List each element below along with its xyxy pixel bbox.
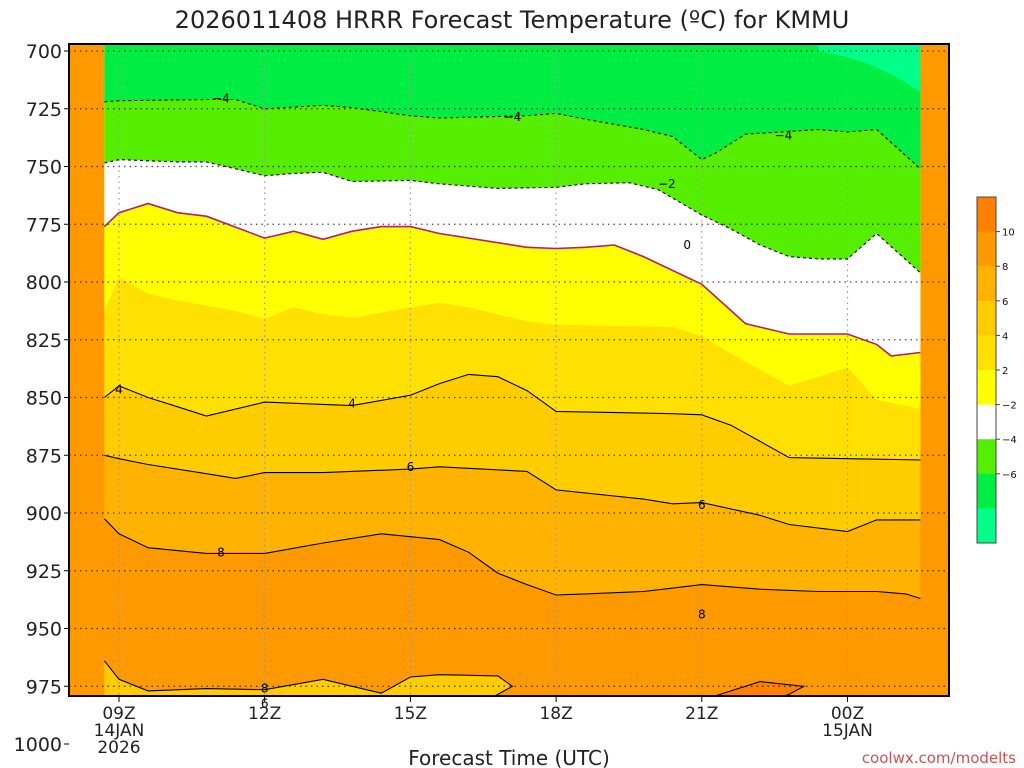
x-tick-label: 15JAN: [822, 721, 873, 741]
isotherm-4-4: [104, 373, 921, 461]
contour-label: 4: [115, 382, 123, 396]
colorbar-label: −2: [1002, 401, 1017, 412]
band-minus6: [818, 44, 921, 93]
isotherm-0-2: [103, 202, 921, 357]
grid-lines: [69, 44, 949, 696]
isotherm-6-5: [104, 454, 921, 533]
colorbar-label: −4: [1002, 435, 1017, 446]
x-tick-label: 12Z: [248, 704, 281, 724]
credit-link[interactable]: coolwx.com/modelts: [862, 749, 1016, 767]
contour-label: −2: [658, 177, 676, 191]
x-tick-label: 00Z: [831, 704, 864, 724]
isotherms: [103, 98, 921, 696]
y-tick-label: 725: [26, 99, 62, 121]
y-tick-label: 975: [26, 676, 62, 698]
y-tick-label: 825: [26, 330, 62, 352]
ground-surface: [104, 698, 920, 737]
colorbar-swatch: [977, 473, 996, 509]
y-tick-label: 700: [26, 41, 62, 63]
colorbar-label: 2: [1002, 366, 1008, 377]
colorbar-swatch: [977, 370, 996, 406]
band-10-pocket: [714, 681, 804, 696]
x-tick-label: 21Z: [685, 704, 718, 724]
colorbar-label: 6: [1002, 297, 1008, 308]
x-tick-label: 2026: [97, 738, 140, 758]
x-tick-label: 09Z: [102, 704, 135, 724]
plot-frame: [68, 43, 950, 697]
isotherm-8-9: [713, 681, 806, 696]
band-lower-6: [104, 660, 513, 696]
contour-label: 8: [698, 608, 706, 622]
contour-label: 6: [698, 498, 706, 512]
colorbar-swatch: [977, 439, 996, 475]
contour-label: 6: [261, 697, 269, 711]
x-tick-label: 14JAN: [94, 721, 145, 741]
y-tick-label: 1000: [14, 734, 62, 756]
y-tick-label: 800: [26, 272, 62, 294]
contour-label: −4: [212, 91, 230, 105]
isotherm-minus4-0: [104, 98, 921, 170]
contour-label: 4: [348, 396, 356, 410]
color-scale-legend: 10 8 6 4 2 −2 −4 −6: [976, 196, 1017, 544]
contour-label: 0: [683, 238, 691, 252]
x-axis-title: Forecast Time (UTC): [408, 746, 610, 768]
colorbar-swatch: [977, 300, 996, 336]
y-tick-label: 925: [26, 561, 62, 583]
contour-label: 8: [261, 682, 269, 696]
contour-label: −4: [504, 110, 522, 124]
colorbar-label: 4: [1002, 331, 1008, 342]
colorbar-swatch: [977, 197, 996, 233]
isotherm-8-6: [104, 518, 921, 600]
colorbar-swatch: [977, 335, 996, 371]
contour-label: 8: [217, 545, 225, 559]
colorbar-swatch: [977, 508, 996, 544]
x-tick-label: 15Z: [394, 704, 427, 724]
isotherm-8-7: [103, 660, 514, 696]
y-tick-label: 900: [26, 503, 62, 525]
y-axis: 700 725 750 775 800 825 850 875 900 925 950 975 1000: [14, 41, 69, 756]
y-tick-label: 875: [26, 445, 62, 467]
band-minus4: [104, 44, 921, 169]
colorbar-label: 8: [1002, 262, 1008, 273]
temperature-bands: [104, 44, 921, 696]
contour-label: 6: [407, 460, 415, 474]
y-tick-label: 750: [26, 157, 62, 179]
y-tick-label: 775: [26, 214, 62, 236]
chart-title: 2026011408 HRRR Forecast Temperature (ºC…: [175, 6, 850, 34]
contour-label: −4: [775, 128, 793, 142]
colorbar-label: −6: [1002, 470, 1017, 481]
x-tick-label: 18Z: [539, 704, 572, 724]
y-tick-label: 950: [26, 619, 62, 641]
colorbar-swatch: [977, 404, 996, 440]
colorbar-swatch: [977, 266, 996, 302]
ground-fill: [104, 698, 920, 737]
isotherm-minus2-1: [104, 159, 921, 274]
colorbar-label: 10: [1002, 228, 1015, 239]
y-tick-label: 850: [26, 388, 62, 410]
colorbar-swatch: [977, 231, 996, 267]
